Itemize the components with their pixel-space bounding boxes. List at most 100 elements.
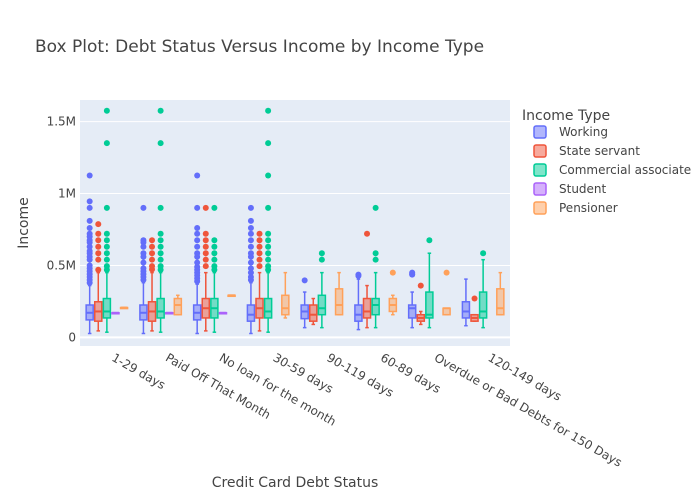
box xyxy=(281,271,290,319)
outlier-point xyxy=(211,204,218,211)
outlier-point xyxy=(265,237,272,244)
outlier-point xyxy=(149,250,156,257)
box xyxy=(442,269,451,316)
outlier-point xyxy=(103,263,110,270)
box xyxy=(102,107,112,333)
outlier-point xyxy=(256,237,263,244)
outlier-point xyxy=(194,230,201,237)
box xyxy=(210,204,219,333)
box xyxy=(156,107,165,333)
box-body xyxy=(308,304,318,322)
box-body xyxy=(371,297,380,316)
outlier-point xyxy=(202,263,209,270)
outlier-point xyxy=(247,269,254,276)
outlier-point xyxy=(103,204,110,211)
outlier-point xyxy=(211,263,218,270)
box-body xyxy=(173,297,183,316)
outlier-point xyxy=(194,204,201,211)
outlier-point xyxy=(157,237,164,244)
outlier-point xyxy=(140,265,147,272)
box-body xyxy=(102,297,112,319)
outlier-point xyxy=(140,243,147,250)
box xyxy=(362,230,372,329)
box xyxy=(192,172,202,335)
outlier-point xyxy=(157,107,164,114)
outlier-point xyxy=(265,263,272,270)
outlier-point xyxy=(194,259,201,266)
outlier-point xyxy=(247,217,254,224)
outlier-point xyxy=(103,237,110,244)
box xyxy=(201,204,211,332)
outlier-point xyxy=(202,243,209,250)
x-tick-label: 1-29 days xyxy=(109,350,167,392)
box xyxy=(111,311,120,315)
legend-label: State servant xyxy=(559,144,640,158)
outlier-point xyxy=(202,250,209,257)
box-body xyxy=(156,297,165,319)
outlier-point xyxy=(471,295,478,302)
outlier-point xyxy=(202,204,209,211)
outlier-point xyxy=(140,250,147,257)
outlier-point xyxy=(247,204,254,211)
outlier-point xyxy=(256,256,263,263)
y-tick-label: 1.5M xyxy=(47,115,76,129)
outlier-point xyxy=(194,243,201,250)
outlier-point xyxy=(301,277,308,284)
box xyxy=(388,269,398,316)
outlier-point xyxy=(247,225,254,232)
y-tick-label: 0.5M xyxy=(47,258,76,272)
outlier-point xyxy=(256,263,263,270)
outlier-point xyxy=(247,265,254,272)
outlier-point xyxy=(211,237,218,244)
box xyxy=(218,311,228,315)
outlier-point xyxy=(417,282,424,289)
legend-label: Commercial associate xyxy=(559,163,691,177)
box xyxy=(164,311,174,315)
outlier-point xyxy=(86,225,93,232)
box xyxy=(308,297,318,326)
box xyxy=(139,204,148,335)
outlier-point xyxy=(157,250,164,257)
box xyxy=(496,271,505,316)
box xyxy=(317,250,327,329)
legend-swatch xyxy=(533,125,547,139)
box-body xyxy=(478,291,488,319)
box-body xyxy=(362,297,372,319)
outlier-point xyxy=(140,259,147,266)
outlier-point xyxy=(157,256,164,263)
outlier-point xyxy=(211,250,218,257)
outlier-point xyxy=(202,256,209,263)
outlier-point xyxy=(157,140,164,147)
outlier-point xyxy=(256,230,263,237)
box-body xyxy=(281,294,290,316)
outlier-point xyxy=(372,250,379,257)
box xyxy=(173,294,183,316)
outlier-point xyxy=(140,204,147,211)
outlier-point xyxy=(318,250,325,257)
outlier-point xyxy=(149,243,156,250)
box xyxy=(470,295,479,322)
outlier-point xyxy=(355,271,362,278)
box-body xyxy=(334,288,344,316)
outlier-point xyxy=(372,256,379,263)
outlier-point xyxy=(265,250,272,257)
box-body xyxy=(317,294,327,316)
legend-swatch xyxy=(533,163,547,177)
x-axis-title: Credit Card Debt Status xyxy=(212,475,379,491)
outlier-point xyxy=(372,204,379,211)
outlier-point xyxy=(95,256,102,263)
outlier-point xyxy=(265,107,272,114)
outlier-point xyxy=(95,237,102,244)
legend-label: Pensioner xyxy=(559,201,618,215)
y-axis-title: Income xyxy=(16,197,32,249)
outlier-point xyxy=(194,263,201,270)
outlier-point xyxy=(194,237,201,244)
outlier-point xyxy=(256,250,263,257)
outlier-point xyxy=(256,243,263,250)
outlier-point xyxy=(265,172,272,179)
outlier-point xyxy=(364,230,371,237)
outlier-point xyxy=(103,250,110,257)
outlier-point xyxy=(247,259,254,266)
